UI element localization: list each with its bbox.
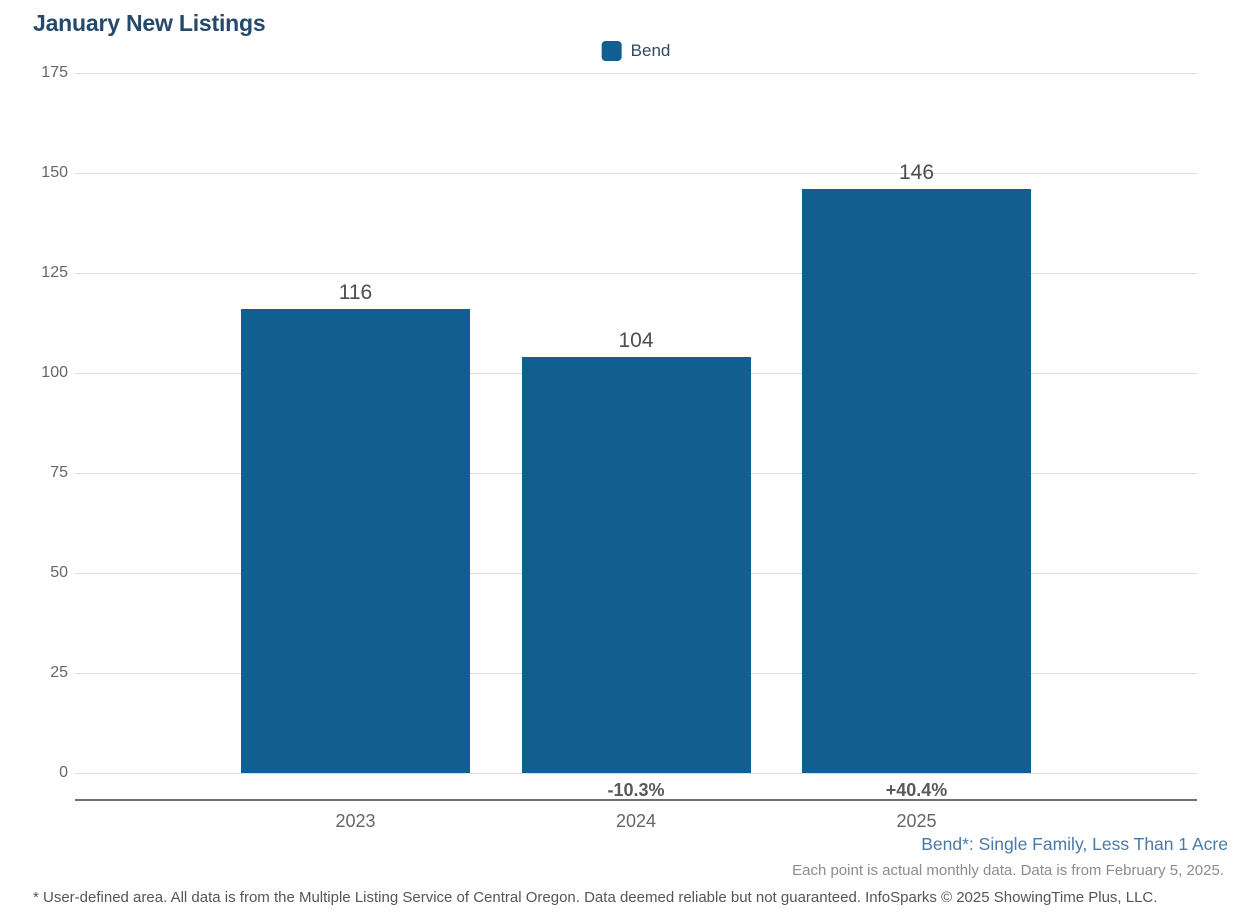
legend-swatch-icon <box>601 41 622 61</box>
y-axis-tick-label: 100 <box>41 364 68 381</box>
legend-label: Bend <box>630 41 671 60</box>
gridline <box>75 72 1197 74</box>
y-axis-tick-label: 0 <box>59 764 68 781</box>
bar-value-label: 146 <box>898 161 935 184</box>
x-axis-tick-label: 2024 <box>615 811 657 831</box>
bar-2023[interactable] <box>241 309 470 773</box>
y-axis-tick-label: 125 <box>41 264 68 281</box>
data-note: Each point is actual monthly data. Data … <box>792 862 1224 879</box>
bar-2024[interactable] <box>521 357 751 773</box>
bar-value-label: 104 <box>618 329 654 352</box>
y-axis-tick-label: 25 <box>50 664 68 681</box>
series-note: Bend*: Single Family, Less Than 1 Acre <box>921 834 1228 854</box>
y-axis-tick-label: 50 <box>50 564 68 581</box>
pct-change-label: +40.4% <box>885 780 948 800</box>
x-axis-tick-label: 2023 <box>335 811 376 831</box>
chart-title: January New Listings <box>33 10 266 36</box>
y-axis-tick-label: 175 <box>41 64 68 81</box>
gridline <box>75 172 1197 174</box>
x-axis-tick-label: 2025 <box>896 811 937 831</box>
pct-change-label: -10.3% <box>607 780 665 800</box>
gridline <box>75 272 1197 274</box>
y-axis-tick-label: 150 <box>41 164 68 181</box>
bar-2025[interactable] <box>802 189 1031 773</box>
x-axis-line <box>75 799 1197 801</box>
disclaimer-text: * User-defined area. All data is from th… <box>33 889 1158 906</box>
legend-item-bend[interactable]: Bend <box>601 41 671 61</box>
bar-value-label: 116 <box>338 281 373 304</box>
y-axis-tick-label: 75 <box>50 464 68 481</box>
gridline <box>75 772 1197 774</box>
